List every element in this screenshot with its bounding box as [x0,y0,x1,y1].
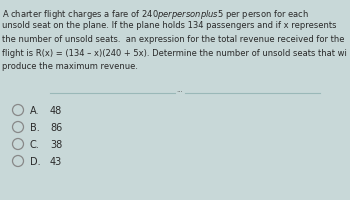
Text: 86: 86 [50,122,62,132]
Text: produce the maximum revenue.: produce the maximum revenue. [2,62,138,71]
Text: A charter flight charges a fare of $240 per person plus $5 per person for each: A charter flight charges a fare of $240 … [2,8,309,21]
Text: 38: 38 [50,139,62,149]
Text: A.: A. [30,105,40,115]
Text: unsold seat on the plane. If the plane holds 134 passengers and if x represents: unsold seat on the plane. If the plane h… [2,21,336,30]
Text: flight is R(x) = (134 – x)(240 + 5x). Determine the number of unsold seats that : flight is R(x) = (134 – x)(240 + 5x). De… [2,48,347,57]
Text: ...: ... [177,87,183,93]
Text: D.: D. [30,156,41,166]
Text: 43: 43 [50,156,62,166]
Text: the number of unsold seats.  an expression for the total revenue received for th: the number of unsold seats. an expressio… [2,35,344,44]
Text: B.: B. [30,122,40,132]
Text: 48: 48 [50,105,62,115]
Text: C.: C. [30,139,40,149]
